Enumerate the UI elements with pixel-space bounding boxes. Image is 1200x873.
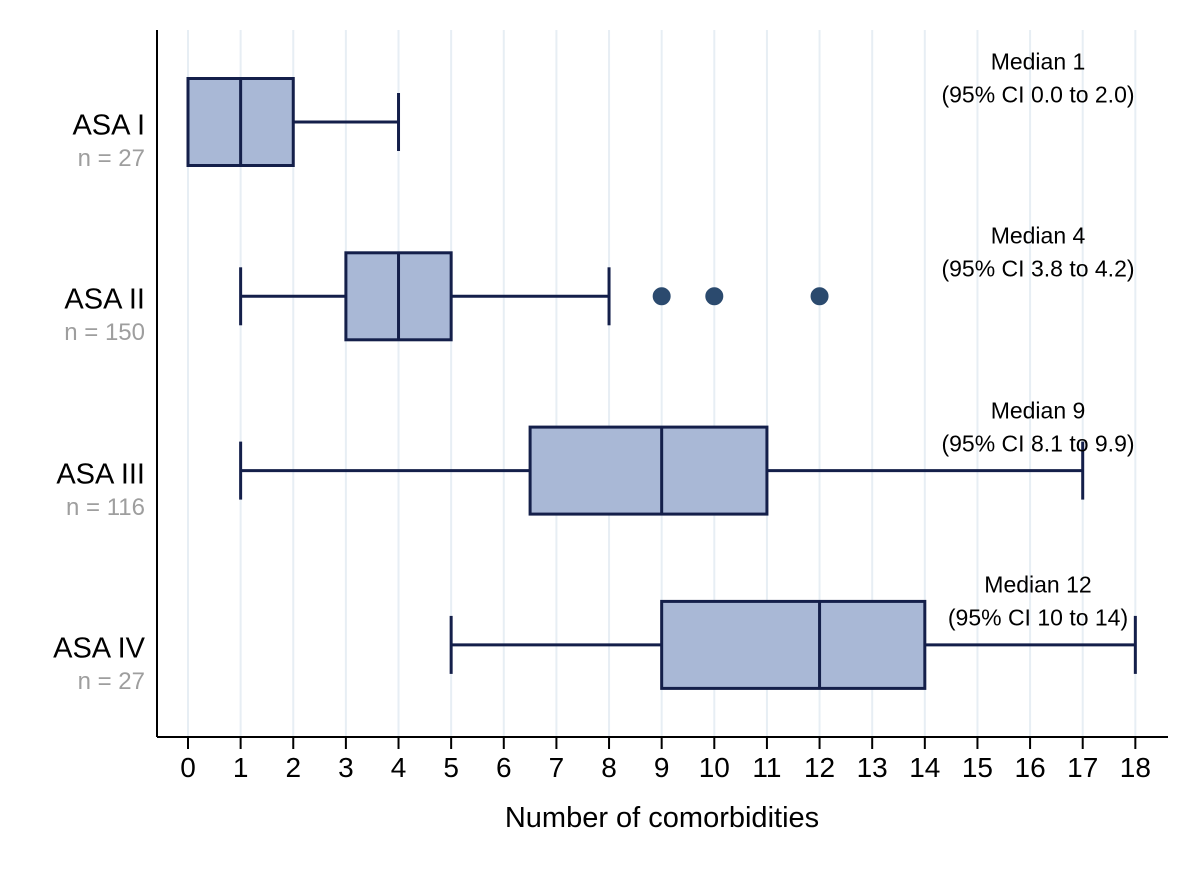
row-label: ASA I (72, 109, 145, 142)
tick-label: 0 (180, 752, 196, 783)
row-n-label: n = 27 (77, 667, 145, 695)
row-n-label: n = 27 (77, 145, 145, 172)
box (528, 425, 769, 516)
outlier-dot (705, 287, 724, 306)
tick-label: 12 (803, 752, 836, 783)
tick-label: 14 (909, 752, 941, 783)
row-label: ASA IV (53, 632, 145, 665)
box (660, 599, 927, 690)
tick-label: 10 (698, 752, 730, 783)
tick-label: 4 (390, 752, 407, 783)
tick-label: 17 (1067, 752, 1099, 783)
annotation-ci: (95% CI 8.1 to 9.9) (941, 430, 1135, 457)
annotation-ci: (95% CI 10 to 14) (947, 604, 1129, 631)
annotation-ci: (95% CI 3.8 to 4.2) (941, 255, 1135, 282)
tick-label: 11 (752, 752, 782, 783)
tick-label: 7 (548, 752, 565, 783)
tick-label: 8 (601, 752, 617, 783)
tick-label: 5 (443, 752, 459, 783)
annotation-median: Median 4 (990, 222, 1086, 249)
tick-label: 3 (338, 752, 354, 783)
row-label: ASA II (64, 283, 145, 316)
tick-label: 18 (1119, 752, 1151, 783)
annotation-ci: (95% CI 0.0 to 2.0) (941, 81, 1135, 108)
tick-label: 15 (961, 752, 994, 783)
tick-label: 13 (856, 752, 888, 783)
outlier-dot (652, 287, 671, 306)
annotation-median: Median 1 (990, 48, 1086, 75)
row-n-label: n = 116 (66, 493, 145, 521)
tick-label: 6 (495, 752, 512, 783)
annotation-median: Median 12 (984, 571, 1092, 598)
x-axis-title: Number of comorbidities (504, 802, 820, 834)
tick-label: 9 (653, 752, 670, 783)
outlier-dot (810, 287, 829, 306)
row-n-label: n = 150 (64, 319, 145, 347)
annotation-median: Median 9 (990, 397, 1086, 424)
tick-label: 2 (285, 752, 302, 783)
row-label: ASA III (56, 458, 145, 491)
tick-label: 1 (232, 752, 249, 783)
tick-label: 16 (1014, 752, 1046, 783)
